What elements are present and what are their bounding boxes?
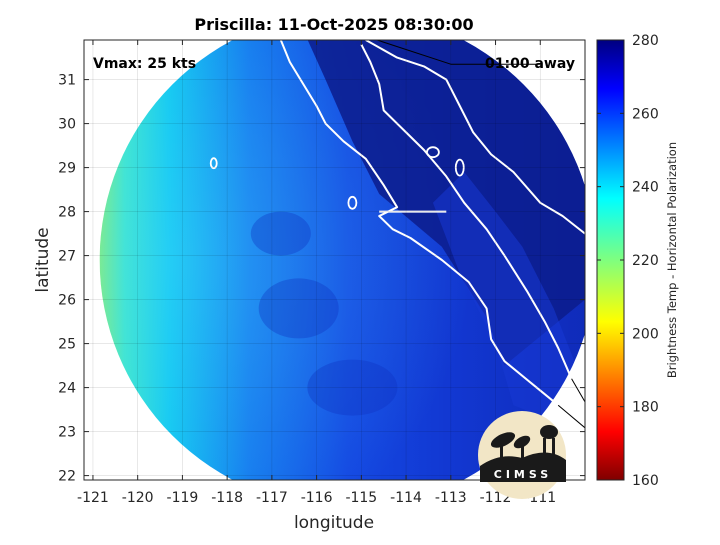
- colorbar-gradient: [596, 39, 625, 481]
- y-tick-label: 29: [58, 161, 76, 177]
- peninsula-region: [432, 172, 577, 423]
- y-tick-label: 26: [58, 293, 76, 309]
- cloud-patch: [258, 278, 339, 339]
- time-away-annotation: 01:00 away: [485, 56, 575, 72]
- logo-dish: [513, 435, 531, 449]
- y-tick-label: 30: [58, 117, 76, 133]
- x-tick-label: -121: [77, 490, 109, 506]
- logo-dish: [490, 432, 516, 448]
- y-axis-label: latitude: [33, 227, 53, 292]
- coastline-baja-pacific: [557, 404, 585, 429]
- x-tick-label: -115: [345, 490, 377, 506]
- colorbar-ticks: 280 260 240 220 200 180 160: [597, 33, 659, 489]
- y-tick-label: 31: [58, 73, 76, 89]
- swath-fill: [99, 40, 585, 480]
- border-line: [375, 40, 541, 65]
- logo-dish-stand: [500, 443, 503, 463]
- logo-dish-stand: [521, 445, 524, 463]
- coastline-baja-gulf: [571, 378, 585, 403]
- cloud-patch: [307, 359, 398, 416]
- axes-frame: [83, 39, 586, 481]
- logo-water-tower: [540, 425, 558, 439]
- x-tick-label: -118: [211, 490, 243, 506]
- y-tick-label: 28: [58, 205, 76, 221]
- y-tick-label: 24: [58, 381, 76, 397]
- x-tick-label: -117: [256, 490, 288, 506]
- logo-text: CIMSS: [494, 468, 552, 481]
- x-tick-label: -120: [122, 490, 154, 506]
- cloud-patch: [250, 211, 311, 256]
- colorbar-tick-label: 180: [632, 400, 659, 416]
- x-tick-label: -119: [167, 490, 199, 506]
- colorbar: 280 260 240 220 200 180 160 Brightness Temp - …: [596, 33, 679, 489]
- colorbar-tick-label: 260: [632, 106, 659, 122]
- y-tick-label: 22: [58, 469, 76, 485]
- vmax-annotation: Vmax: 25 kts: [93, 56, 196, 72]
- microwave-swath: [99, 40, 585, 480]
- cimss-logo: CIMSS: [478, 411, 566, 499]
- x-axis-label: longitude: [294, 513, 374, 533]
- colorbar-tick-label: 220: [632, 253, 659, 269]
- island-outline: [454, 158, 465, 177]
- coastline-baja-pacific: [279, 40, 559, 406]
- logo-tower-leg: [543, 438, 546, 460]
- x-tick-label: -114: [390, 490, 422, 506]
- colorbar-tick-label: 200: [632, 326, 659, 342]
- x-tick-label: -116: [301, 490, 333, 506]
- island-outline: [426, 146, 440, 159]
- chart-title: Priscilla: 11-Oct-2025 08:30:00: [194, 15, 473, 34]
- y-tick-label: 27: [58, 249, 76, 265]
- island-outline: [209, 157, 218, 170]
- coastline-overlay: [209, 40, 585, 429]
- y-tick-label: 25: [58, 337, 76, 353]
- coastline-baja-gulf: [360, 43, 573, 380]
- axis-ticks: -121 -120 -119 -118 -117 -116 -115 -114 -113 -112…: [58, 40, 585, 506]
- island-outline: [347, 195, 358, 210]
- colorbar-tick-label: 240: [632, 180, 659, 196]
- colorbar-tick-label: 280: [632, 33, 659, 49]
- y-tick-label: 23: [58, 425, 76, 441]
- logo-tower-leg: [552, 438, 555, 460]
- x-tick-label: -113: [435, 490, 467, 506]
- colorbar-tick-label: 160: [632, 473, 659, 489]
- colorbar-label: Brightness Temp - Horizontal Polarizatio…: [665, 142, 679, 378]
- coastline-mainland: [365, 40, 585, 235]
